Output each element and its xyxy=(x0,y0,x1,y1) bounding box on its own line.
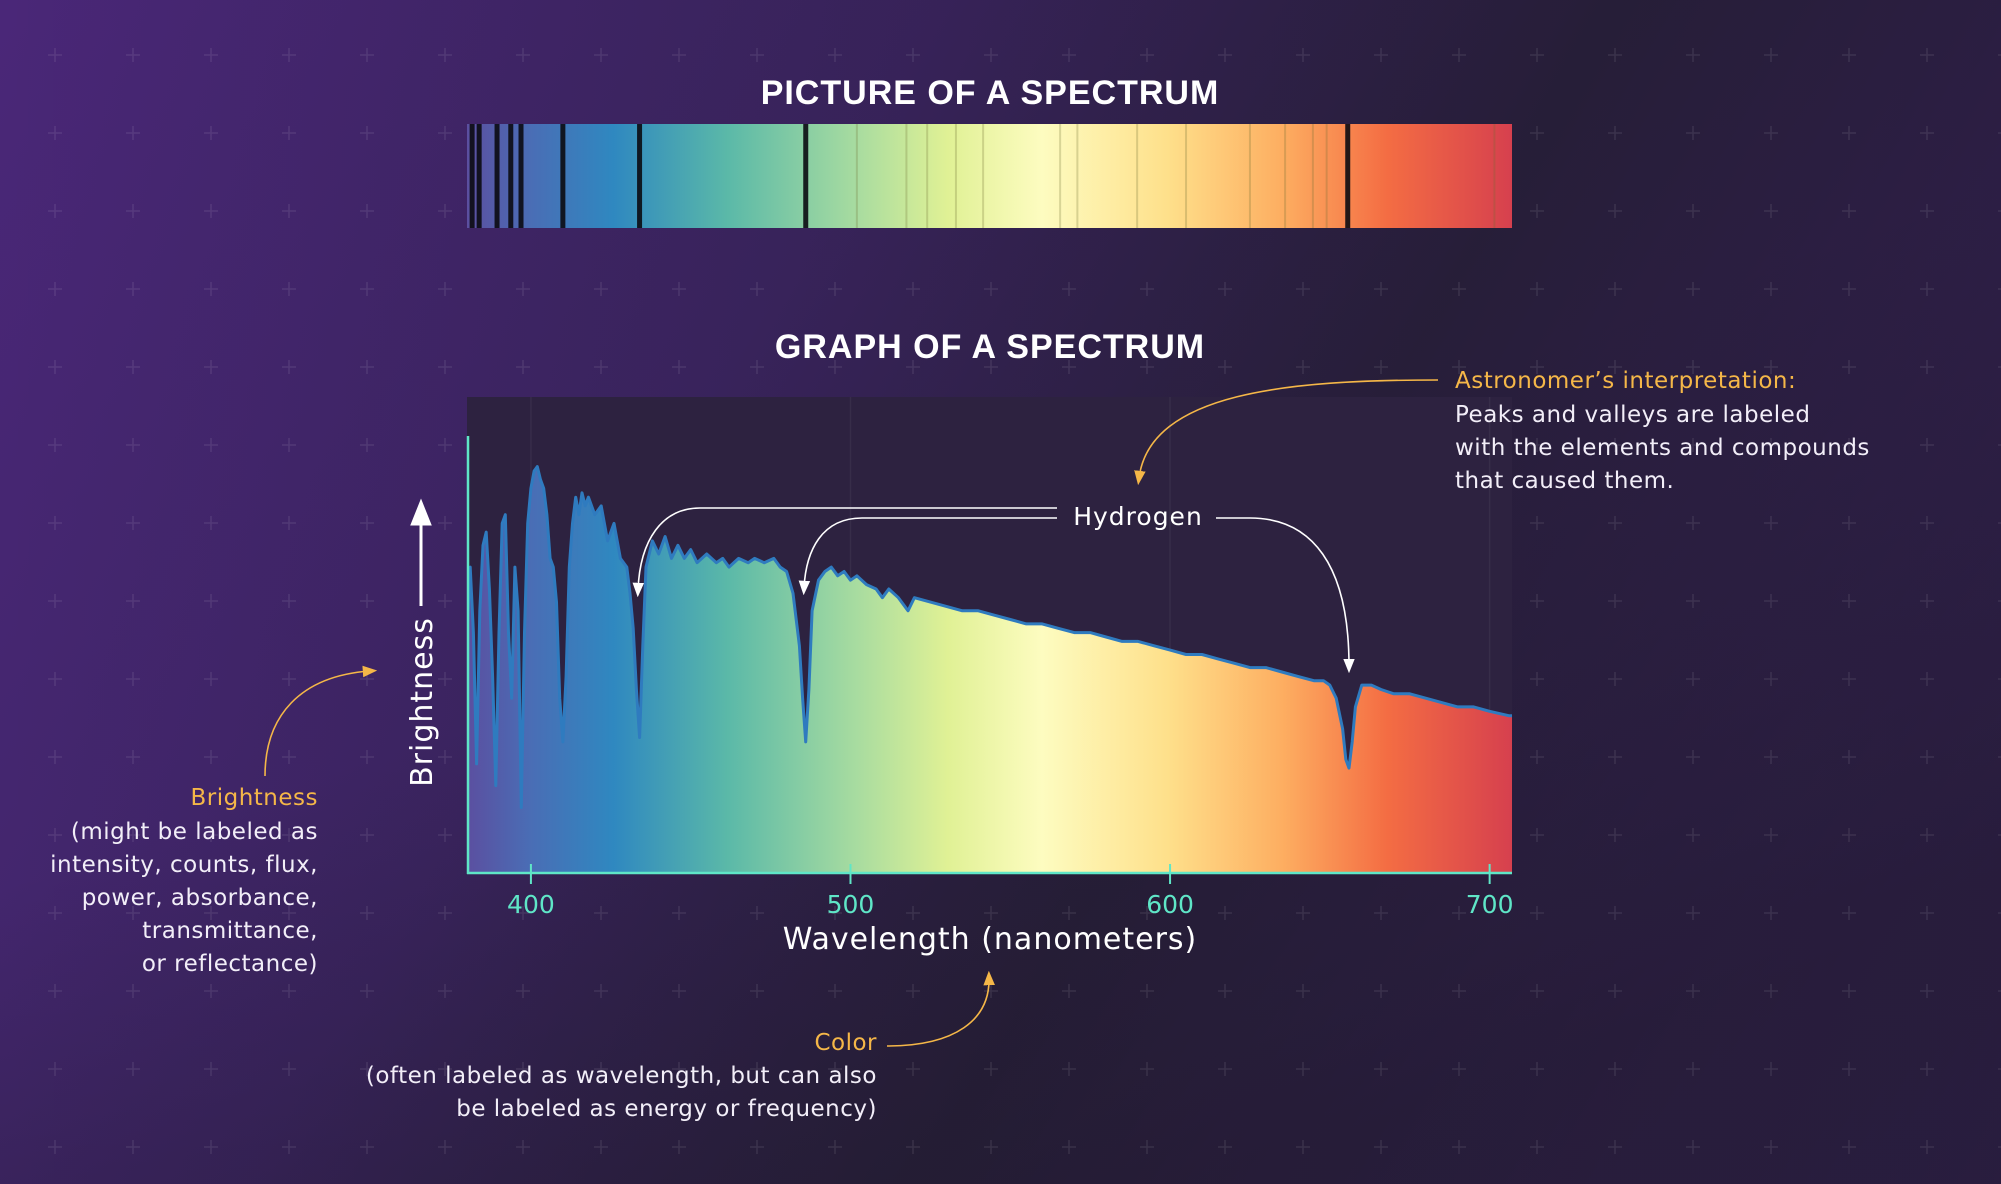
spectrum-curve-group xyxy=(467,465,1512,873)
strip-absorption-line xyxy=(803,124,809,228)
strip-faint-line xyxy=(1311,124,1314,228)
x-tick-label: 400 xyxy=(507,890,555,919)
interpretation-line: Peaks and valleys are labeled xyxy=(1455,402,1810,428)
x-axis-label: Wavelength (nanometers) xyxy=(783,922,1198,957)
strip-faint-line xyxy=(1076,124,1079,228)
color-heading: Color xyxy=(814,1030,877,1056)
interpretation-heading: Astronomer’s interpretation: xyxy=(1455,368,1796,394)
brightness-heading: Brightness xyxy=(190,785,318,811)
strip-absorption-line xyxy=(469,124,475,228)
strip-faint-line xyxy=(1284,124,1287,228)
x-tick-label: 700 xyxy=(1466,890,1514,919)
interpretation-pointer xyxy=(1134,379,1439,486)
x-axis-ticks: 400 500 600 700 xyxy=(507,864,1513,919)
color-line: (often labeled as wavelength, but can al… xyxy=(366,1063,877,1089)
strip-faint-line xyxy=(1325,124,1328,228)
strip-faint-line xyxy=(1136,124,1139,228)
spectrum-strip xyxy=(467,124,1512,228)
strip-faint-line xyxy=(1493,124,1496,228)
strip-faint-line xyxy=(926,124,929,228)
strip-absorption-line xyxy=(508,124,514,228)
strip-faint-line xyxy=(982,124,985,228)
spectrum-strip-gradient xyxy=(467,124,1512,228)
color-line: be labeled as energy or frequency) xyxy=(456,1096,877,1122)
spectrum-line xyxy=(467,465,1512,809)
strip-faint-line xyxy=(1185,124,1188,228)
strip-absorption-line xyxy=(494,124,500,228)
strip-faint-line xyxy=(855,124,858,228)
strip-absorption-line xyxy=(1345,124,1351,228)
strip-faint-line xyxy=(954,124,957,228)
strip-absorption-line xyxy=(560,124,566,228)
strip-absorption-line xyxy=(637,124,643,228)
color-pointer xyxy=(886,970,995,1047)
brightness-line: intensity, counts, flux, xyxy=(50,852,318,878)
interpretation-line: that caused them. xyxy=(1455,468,1674,494)
hydrogen-label: Hydrogen xyxy=(1073,502,1203,531)
brightness-line: or reflectance) xyxy=(142,951,318,977)
picture-title: PICTURE OF A SPECTRUM xyxy=(761,74,1220,112)
brightness-line: power, absorbance, xyxy=(82,885,318,911)
graph-title: GRAPH OF A SPECTRUM xyxy=(775,328,1205,366)
brightness-pointer xyxy=(264,665,378,777)
strip-faint-line xyxy=(1248,124,1251,228)
strip-faint-line xyxy=(1059,124,1062,228)
y-axis-label: Brightness xyxy=(405,617,440,787)
hydrogen-connector-486 xyxy=(798,517,1057,596)
x-tick-label: 600 xyxy=(1146,890,1194,919)
hydrogen-connector-434 xyxy=(632,507,1057,598)
strip-faint-line xyxy=(905,124,908,228)
strip-absorption-line xyxy=(518,124,524,228)
interpretation-line: with the elements and compounds xyxy=(1455,435,1870,461)
brightness-line: (might be labeled as xyxy=(71,819,318,845)
hydrogen-connector-656 xyxy=(1216,517,1355,674)
strip-absorption-line xyxy=(476,124,482,228)
x-tick-label: 500 xyxy=(827,890,875,919)
brightness-line: transmittance, xyxy=(142,918,318,944)
